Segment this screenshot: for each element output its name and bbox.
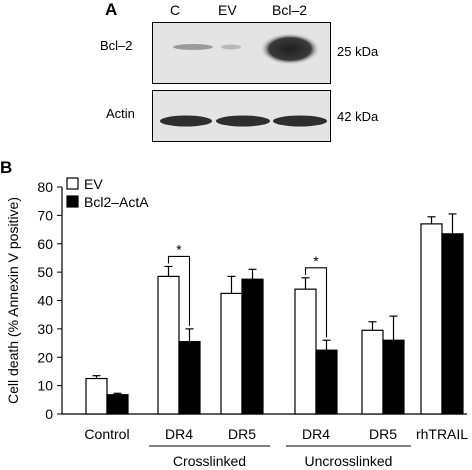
blot-row-label-actin: Actin xyxy=(106,106,135,121)
kda-label-actin: 42 kDa xyxy=(337,109,379,124)
y-tick-label: 70 xyxy=(37,207,53,223)
x-tick-label: DR5 xyxy=(369,426,397,442)
legend-label: Bcl2–ActA xyxy=(84,194,149,210)
y-tick-label: 10 xyxy=(37,378,53,394)
significance-bracket xyxy=(304,267,328,338)
lane-label-ev: EV xyxy=(218,2,237,18)
y-tick-label: 20 xyxy=(37,349,53,365)
bar-bcl2-acta xyxy=(106,394,129,415)
blot-row-label-bcl2: Bcl–2 xyxy=(100,38,133,53)
band-ev-bcl2 xyxy=(221,44,241,50)
band-bcl2-actin xyxy=(273,115,327,127)
legend-swatch xyxy=(66,177,79,190)
legend-swatch xyxy=(66,195,79,208)
blot-actin xyxy=(152,90,331,142)
bar-bcl2-acta xyxy=(315,349,338,415)
bar-bcl2-acta xyxy=(178,341,201,415)
bar-bcl2-acta xyxy=(241,278,264,415)
significance-star: * xyxy=(313,253,319,269)
x-tick-label: DR5 xyxy=(228,426,256,442)
x-tick-label: Control xyxy=(84,426,129,442)
x-tick-label: DR4 xyxy=(165,426,193,442)
blot-bcl2 xyxy=(152,22,331,84)
band-c-bcl2 xyxy=(173,44,213,50)
y-tick-label: 50 xyxy=(37,264,53,280)
blot-actin-bands xyxy=(160,115,327,127)
band-ev-actin xyxy=(216,115,270,127)
bar-ev xyxy=(85,377,108,415)
y-tick-label: 30 xyxy=(37,321,53,337)
bar-ev xyxy=(220,292,243,415)
panel-b-label: B xyxy=(0,158,13,177)
blot-bcl2-bands xyxy=(173,33,320,65)
y-tick-label: 80 xyxy=(37,179,53,195)
x-tick-label: rhTRAIL xyxy=(416,426,468,442)
y-axis-label: Cell death (% Annexin V positive) xyxy=(5,197,21,404)
group-label: Crosslinked xyxy=(173,453,246,469)
significance-bracket xyxy=(167,255,191,326)
lane-label-bcl2: Bcl–2 xyxy=(272,2,308,18)
y-tick-label: 0 xyxy=(45,406,53,422)
y-tick-label: 60 xyxy=(37,236,53,252)
band-bcl2-bcl2 xyxy=(260,33,320,65)
bar-ev xyxy=(157,275,180,415)
bar-ev xyxy=(361,329,384,415)
kda-label-bcl2: 25 kDa xyxy=(337,44,379,59)
x-tick-label: DR4 xyxy=(302,426,330,442)
bar-ev xyxy=(294,288,317,415)
band-c-actin xyxy=(160,115,212,127)
bar-ev xyxy=(420,223,443,415)
bar-bcl2-acta xyxy=(382,339,405,415)
legend-label: EV xyxy=(84,176,103,192)
group-label: Uncrosslinked xyxy=(305,453,393,469)
lane-label-c: C xyxy=(170,2,181,18)
significance-star: * xyxy=(176,241,182,257)
bar-bcl2-acta xyxy=(441,233,464,415)
y-tick-label: 40 xyxy=(37,293,53,309)
panel-a-label: A xyxy=(105,0,118,19)
